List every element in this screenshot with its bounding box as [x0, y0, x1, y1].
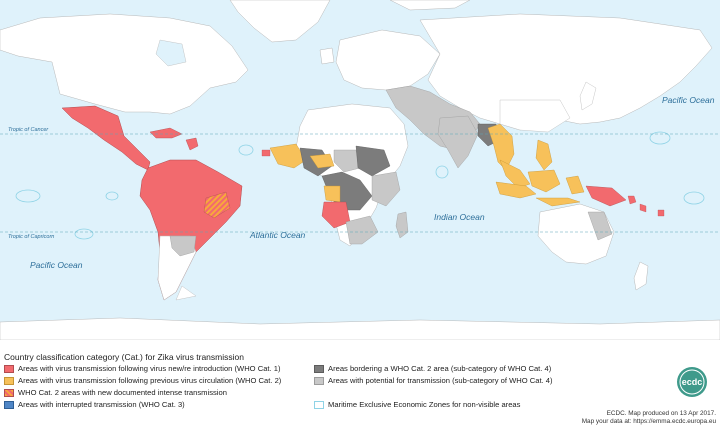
sudan-bordering	[355, 145, 391, 177]
japan	[579, 81, 597, 111]
legend-item-cat2: Areas with virus transmission following …	[4, 376, 281, 385]
nigeria-cat2	[309, 153, 335, 169]
legend-item-cat1: Areas with virus transmission following …	[4, 364, 281, 373]
philippines-cat2	[535, 139, 553, 171]
legend-item-cat3: Areas with interrupted transmission (WHO…	[4, 400, 185, 409]
java-cat2	[535, 197, 581, 207]
papua-new-guinea-cat1	[585, 185, 627, 207]
legend-swatch-cat4-potential	[314, 376, 324, 385]
cape-verde	[261, 149, 271, 157]
legend-swatch-cat4-bordering	[314, 364, 324, 373]
gabon-cat2	[323, 185, 341, 203]
solomon-islands	[627, 195, 637, 205]
chad-potential	[333, 149, 361, 173]
eez-outline	[435, 165, 449, 179]
tropic-of-cancer-label: Tropic of Cancer	[8, 127, 49, 133]
north-queensland-potential	[587, 211, 613, 241]
ecdc-logo-text: ecdc	[682, 377, 703, 387]
antarctica	[0, 317, 720, 340]
legend-label-cat4-bordering: Areas bordering a WHO Cat. 2 area (sub-c…	[328, 364, 552, 373]
eez-outline	[649, 131, 671, 145]
credit-line-2: Map your data at: https://emma.ecdc.euro…	[581, 418, 716, 425]
tropic-of-capricorn-label: Tropic of Capricorn	[8, 234, 54, 240]
sumatra-cat2	[495, 181, 537, 199]
legend-label-eez: Maritime Exclusive Economic Zones for no…	[328, 400, 521, 409]
india-potential	[437, 115, 479, 169]
eez-outline	[683, 191, 705, 205]
legend-label-cat4-potential: Areas with potential for transmission (s…	[328, 376, 553, 385]
ecdc-logo: ecdc	[677, 367, 707, 397]
brazil-intense-transmission	[203, 191, 231, 219]
legend-item-cat4-bordering: Areas bordering a WHO Cat. 2 area (sub-c…	[314, 364, 551, 373]
legend-swatch-eez	[314, 400, 324, 409]
eez-outline	[15, 189, 41, 203]
caribbean-lesser-antilles	[185, 137, 199, 151]
madagascar-potential	[395, 211, 409, 239]
eez-outline	[238, 144, 254, 156]
new-zealand	[633, 261, 649, 291]
north-america	[0, 13, 249, 115]
legend-swatch-cat3	[4, 400, 14, 409]
british-isles	[319, 47, 335, 65]
hudson-bay	[155, 39, 187, 67]
atlantic-ocean-label: Atlantic Ocean	[249, 230, 306, 240]
svalbard	[389, 0, 471, 11]
asia	[419, 13, 713, 131]
paraguay-area	[169, 235, 197, 257]
legend-swatch-cat2	[4, 376, 14, 385]
angola-cat1	[321, 201, 351, 229]
pacific-ocean-sw-label: Pacific Ocean	[30, 260, 83, 270]
legend-item-eez: Maritime Exclusive Economic Zones for no…	[314, 400, 520, 409]
credit-line-1: ECDC. Map produced on 13 Apr 2017.	[606, 410, 716, 417]
sulawesi-cat2	[565, 175, 585, 195]
greenland	[229, 0, 331, 43]
vanuatu	[639, 203, 647, 213]
east-africa-potential	[371, 171, 401, 207]
legend-item-cat4-potential: Areas with potential for transmission (s…	[314, 376, 553, 385]
eez-outline	[74, 228, 94, 240]
legend-label-cat1: Areas with virus transmission following …	[18, 364, 281, 373]
falklands	[175, 285, 197, 301]
map-credit: ECDC. Map produced on 13 Apr 2017. Map y…	[582, 410, 716, 426]
legend-title: Country classification category (Cat.) f…	[4, 352, 244, 362]
legend-label-cat2: Areas with virus transmission following …	[18, 376, 282, 385]
eez-outline	[105, 191, 119, 201]
world-map: Tropic of Cancer Tropic of Capricorn Pac…	[0, 0, 720, 340]
legend-label-cat3: Areas with interrupted transmission (WHO…	[18, 400, 185, 409]
legend-swatch-cat1	[4, 364, 14, 373]
ecdc-logo-ring	[679, 369, 705, 395]
southern-africa-potential	[345, 215, 379, 245]
indian-ocean-label: Indian Ocean	[434, 212, 485, 222]
legend-item-cat2-intense: WHO Cat. 2 areas with new documented int…	[4, 388, 227, 397]
legend: Country classification category (Cat.) f…	[0, 352, 720, 425]
china	[499, 99, 571, 133]
pacific-ocean-ne-label: Pacific Ocean	[662, 95, 715, 105]
fiji	[657, 209, 665, 217]
caribbean-greater-antilles	[149, 127, 183, 139]
ecdc-logo-globe	[677, 367, 707, 397]
west-africa-cat2	[269, 143, 307, 169]
southeast-asia-cat2	[487, 123, 515, 171]
borneo-cat2	[527, 169, 561, 193]
legend-swatch-cat2-intense	[4, 388, 14, 397]
legend-label-cat2-intense: WHO Cat. 2 areas with new documented int…	[18, 388, 227, 397]
